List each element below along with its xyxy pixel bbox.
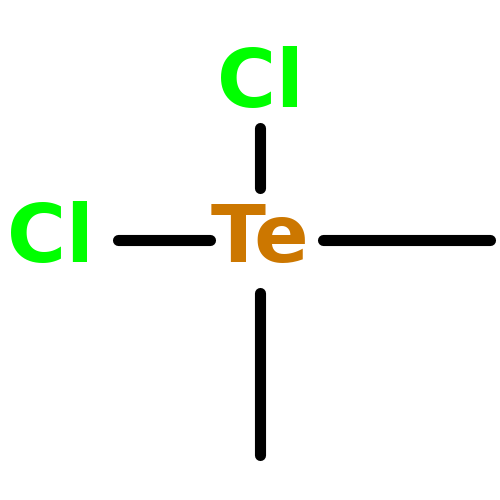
Text: Cl: Cl [6, 201, 94, 279]
Text: Cl: Cl [216, 46, 304, 124]
Text: Te: Te [210, 201, 310, 279]
